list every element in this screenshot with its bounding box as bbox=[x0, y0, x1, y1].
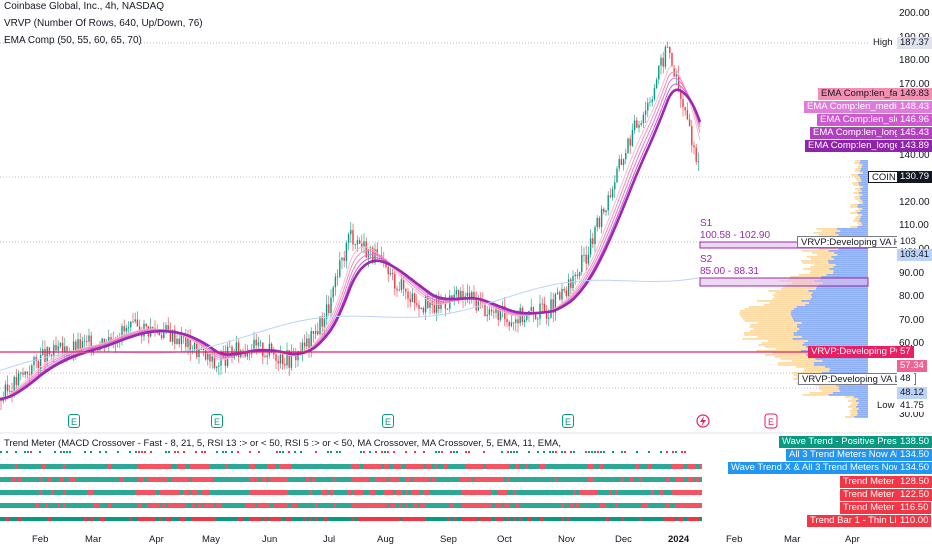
low-label: Low bbox=[874, 400, 898, 412]
va-low-label: VRVP:Developing VA Low bbox=[798, 373, 917, 385]
ema-fast-label: EMA Comp:len_fast bbox=[818, 88, 908, 100]
va-low-value-alt: 48.12 bbox=[897, 387, 927, 399]
earnings-badge[interactable]: E bbox=[382, 414, 394, 428]
ema-medium-label: EMA Comp:len_medium bbox=[804, 101, 913, 113]
ema-longest-value: 143.89 bbox=[897, 140, 932, 152]
symbol-tag: COIN bbox=[868, 171, 900, 183]
earnings-badge[interactable]: E bbox=[562, 414, 574, 428]
ema-slow-label: EMA Comp:len_slow bbox=[817, 114, 911, 126]
low-value: 41.75 bbox=[897, 400, 927, 412]
ema-slow-value: 146.96 bbox=[897, 114, 932, 126]
trend-tag-value: 116.50 bbox=[897, 502, 932, 514]
ema-longer-value: 145.43 bbox=[897, 127, 932, 139]
ema-fast-value: 149.83 bbox=[897, 88, 932, 100]
pending-earnings-icon bbox=[764, 413, 778, 429]
price-tick: 180.00 bbox=[899, 55, 930, 67]
trend-meter-title[interactable]: Trend Meter (MACD Crossover - Fast - 8, … bbox=[4, 438, 564, 449]
s2-range: 85.00 - 88.31 bbox=[700, 266, 759, 277]
svg-text:E: E bbox=[768, 417, 774, 427]
time-tick: Mar bbox=[784, 534, 801, 545]
poc-value-alt: 57.34 bbox=[897, 360, 927, 372]
trend-tag-label: Trend Meter 3 bbox=[840, 502, 906, 514]
time-tick: Nov bbox=[558, 534, 575, 545]
trend-tag-value: 134.50 bbox=[897, 449, 932, 461]
price-tick: 90.00 bbox=[899, 267, 925, 279]
price-tick: 70.00 bbox=[899, 314, 925, 326]
trend-tag-value: 128.50 bbox=[897, 476, 932, 488]
high-value: 187.37 bbox=[897, 37, 932, 49]
lightning-icon bbox=[700, 416, 706, 427]
time-tick: Aug bbox=[377, 534, 394, 545]
time-tick: Oct bbox=[497, 534, 512, 545]
price-tick: 140.00 bbox=[899, 149, 930, 161]
trend-tag-value: 110.00 bbox=[897, 515, 932, 527]
trend-tag-label: Trend Meter 1 bbox=[840, 476, 906, 488]
trend-meter-rows bbox=[0, 451, 702, 521]
time-tick: Dec bbox=[615, 534, 632, 545]
ema-medium-value: 148.43 bbox=[897, 101, 932, 113]
va-high-value: 103 bbox=[897, 236, 919, 248]
earnings-badge[interactable]: E bbox=[211, 414, 223, 428]
time-tick: 2024 bbox=[668, 534, 690, 545]
price-tick: 60.00 bbox=[899, 338, 925, 350]
time-tick: Sep bbox=[440, 534, 457, 545]
time-tick: May bbox=[202, 534, 220, 545]
time-tick: Mar bbox=[85, 534, 102, 545]
trend-tag-value: 138.50 bbox=[897, 436, 932, 448]
trend-tag-label: Wave Trend - Positive Pressure bbox=[779, 436, 919, 448]
trend-tag-label: Trend Meter 2 bbox=[840, 489, 906, 501]
ema-longer-label: EMA Comp:len_longer bbox=[810, 127, 912, 139]
earnings-badge[interactable]: E bbox=[68, 414, 80, 428]
trend-tag-value: 134.50 bbox=[897, 462, 932, 474]
price-tick: 30.00 bbox=[899, 409, 925, 421]
time-tick: Apr bbox=[845, 534, 860, 545]
s2-label: S2 bbox=[700, 254, 713, 265]
trend-tag-label: Wave Trend X & All 3 Trend Meters Now Al… bbox=[728, 462, 927, 474]
chart-title[interactable]: Coinbase Global, Inc., 4h, NASDAQ bbox=[4, 1, 165, 12]
trend-tag-label: Trend Bar 1 - Thin Line bbox=[807, 515, 911, 527]
dividend-icon bbox=[696, 414, 710, 428]
last-price-tag: 130.79 bbox=[897, 171, 932, 183]
trend-tag-value: 122.50 bbox=[897, 489, 932, 501]
va-high-label: VRVP:Developing VA High bbox=[797, 236, 918, 248]
ema-legend[interactable]: EMA Comp (50, 55, 60, 65, 70) bbox=[4, 35, 142, 46]
s1-label: S1 bbox=[700, 218, 713, 229]
vrvp-legend[interactable]: VRVP (Number Of Rows, 640, Up/Down, 76) bbox=[4, 18, 203, 29]
ema-ribbon bbox=[0, 65, 702, 401]
price-tick: 170.00 bbox=[899, 78, 930, 90]
price-tick: 120.00 bbox=[899, 196, 930, 208]
time-tick: Apr bbox=[149, 534, 164, 545]
high-label: High bbox=[870, 37, 896, 49]
trend-tag-label: All 3 Trend Meters Now Align bbox=[786, 449, 914, 461]
poc-label: VRVP:Developing POC bbox=[808, 346, 914, 358]
poc-value: 57 bbox=[897, 346, 914, 358]
price-tick: 80.00 bbox=[899, 291, 925, 303]
time-tick: Feb bbox=[726, 534, 743, 545]
va-high-value-alt: 103.41 bbox=[897, 249, 932, 261]
price-tick: 200.00 bbox=[899, 8, 930, 19]
time-tick: Jul bbox=[323, 534, 336, 545]
candlesticks bbox=[0, 41, 700, 411]
time-tick: Feb bbox=[32, 534, 49, 545]
s1-range: 100.58 - 102.90 bbox=[700, 230, 771, 241]
ema-longest-label: EMA Comp:len_longest bbox=[805, 140, 911, 152]
time-tick: Jun bbox=[262, 534, 278, 545]
va-low-value: 48 bbox=[897, 373, 914, 385]
s2-zone bbox=[699, 277, 869, 287]
price-tick: 110.00 bbox=[899, 220, 929, 232]
